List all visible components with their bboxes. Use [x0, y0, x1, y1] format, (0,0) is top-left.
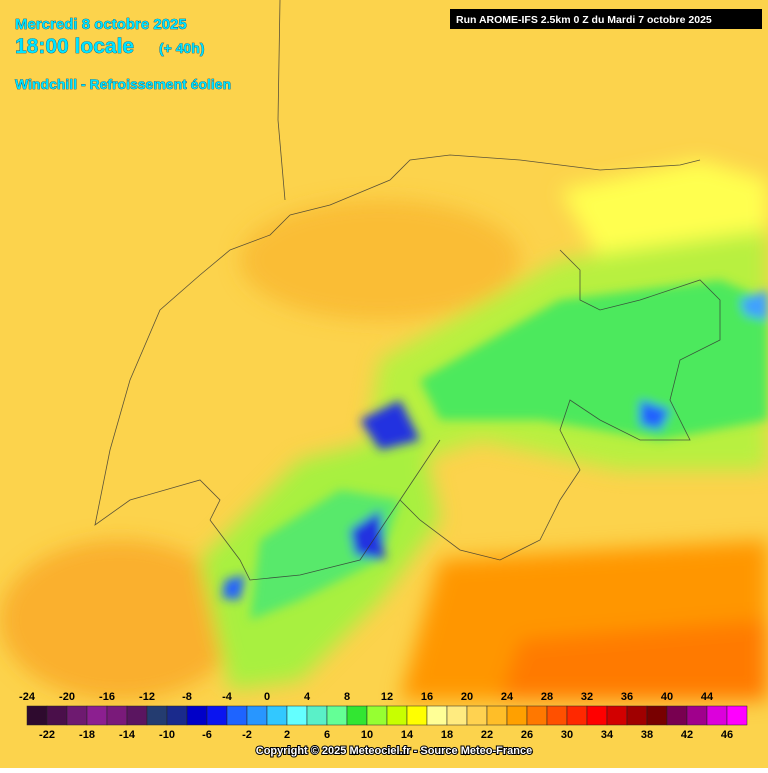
legend-swatch — [586, 705, 608, 726]
legend-swatch — [106, 705, 128, 726]
legend-swatch — [186, 705, 208, 726]
forecast-time: 18:00 locale — [15, 35, 134, 58]
copyright: Copyright © 2025 Meteociel.fr - Source M… — [256, 745, 532, 757]
legend-swatch — [406, 705, 428, 726]
legend-swatch — [526, 705, 548, 726]
legend-label: 8 — [344, 691, 350, 703]
legend-label: -10 — [159, 729, 175, 741]
legend-label: 22 — [481, 729, 493, 741]
legend-label: 26 — [521, 729, 533, 741]
legend-label: 32 — [581, 691, 593, 703]
legend-label: 20 — [461, 691, 473, 703]
legend-swatch — [486, 705, 508, 726]
legend-label: 18 — [441, 729, 453, 741]
legend-swatch — [86, 705, 108, 726]
run-info: Run AROME-IFS 2.5km 0 Z du Mardi 7 octob… — [456, 14, 712, 26]
legend-swatch — [126, 705, 148, 726]
legend-swatch — [546, 705, 568, 726]
legend-label: 10 — [361, 729, 373, 741]
legend-swatch — [446, 705, 468, 726]
legend-label: 42 — [681, 729, 693, 741]
legend-label: 16 — [421, 691, 433, 703]
legend-swatch — [626, 705, 648, 726]
legend-swatch — [346, 705, 368, 726]
legend-swatch — [206, 705, 228, 726]
legend-label: -6 — [202, 729, 212, 741]
legend-label: 38 — [641, 729, 653, 741]
legend-label: 0 — [264, 691, 270, 703]
legend-label: -14 — [119, 729, 136, 741]
legend-swatch — [506, 705, 528, 726]
legend-label: 2 — [284, 729, 290, 741]
legend-swatch — [146, 705, 168, 726]
legend-label: 12 — [381, 691, 393, 703]
legend-swatch — [566, 705, 588, 726]
color-legend: -24-22-20-18-16-14-12-10-8-6-4-202468101… — [19, 691, 748, 741]
legend-swatch — [666, 705, 688, 726]
legend-swatch — [726, 705, 748, 726]
legend-label: -12 — [139, 691, 155, 703]
legend-label: 6 — [324, 729, 330, 741]
legend-swatch — [66, 705, 88, 726]
legend-label: -8 — [182, 691, 192, 703]
legend-label: -16 — [99, 691, 115, 703]
lead-time: (+ 40h) — [159, 40, 205, 56]
legend-swatch — [46, 705, 68, 726]
legend-label: -20 — [59, 691, 75, 703]
legend-label: -24 — [19, 691, 36, 703]
legend-swatch — [246, 705, 268, 726]
legend-swatch — [306, 705, 328, 726]
legend-swatch — [326, 705, 348, 726]
legend-label: 44 — [701, 691, 714, 703]
legend-label: -22 — [39, 729, 55, 741]
legend-swatch — [606, 705, 628, 726]
legend-swatch — [286, 705, 308, 726]
legend-label: -4 — [222, 691, 233, 703]
forecast-date: Mercredi 8 octobre 2025 — [15, 16, 187, 33]
legend-label: -2 — [242, 729, 252, 741]
legend-swatch — [646, 705, 668, 726]
legend-label: 14 — [401, 729, 414, 741]
legend-label: 36 — [621, 691, 633, 703]
legend-swatch — [266, 705, 288, 726]
legend-swatch — [686, 705, 708, 726]
legend-label: -18 — [79, 729, 95, 741]
legend-swatch — [226, 705, 248, 726]
legend-swatch — [26, 705, 48, 726]
legend-label: 28 — [541, 691, 553, 703]
legend-label: 46 — [721, 729, 733, 741]
legend-swatch — [166, 705, 188, 726]
parameter-title: Windchill - Refroissement éolien — [15, 76, 231, 92]
legend-label: 40 — [661, 691, 673, 703]
legend-label: 4 — [304, 691, 311, 703]
legend-label: 34 — [601, 729, 614, 741]
legend-label: 30 — [561, 729, 573, 741]
legend-swatch — [366, 705, 388, 726]
legend-swatch — [426, 705, 448, 726]
legend-label: 24 — [501, 691, 514, 703]
run-banner — [450, 9, 762, 29]
legend-swatch — [706, 705, 728, 726]
legend-swatch — [466, 705, 488, 726]
legend-swatch — [386, 705, 408, 726]
